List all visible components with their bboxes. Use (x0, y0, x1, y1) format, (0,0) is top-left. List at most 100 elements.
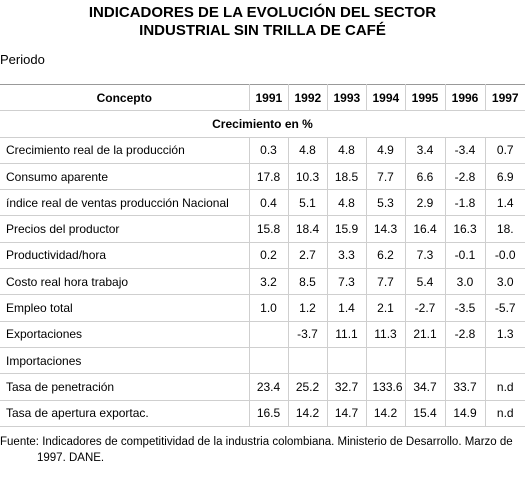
row-label: Crecimiento real de la producción (6, 143, 185, 158)
row-label: Tasa de apertura exportac. (6, 406, 149, 421)
table-row: Exportaciones -3.7 11.1 11.3 21.1 -2.8 1.3 (0, 321, 525, 348)
cell-value: 16.4 (404, 215, 445, 243)
cell-value: 5.3 (365, 189, 405, 216)
cell-value: 6.2 (365, 242, 405, 269)
cell-value: 2.9 (404, 189, 445, 216)
cell-value: 1.4 (326, 294, 366, 322)
cell-value: 14.2 (365, 400, 405, 427)
cell-value: n.d (484, 373, 525, 401)
header-year: 1994 (365, 84, 405, 111)
cell-value: 15.9 (326, 215, 366, 243)
cell-value: -1.8 (444, 189, 485, 216)
cell-value: 4.8 (326, 189, 366, 216)
header-concepto: Concepto (96, 90, 152, 105)
table-row: Productividad/hora 0.2 2.7 3.3 6.2 7.3 -0.1 -0.… (0, 242, 525, 269)
row-label: Empleo total (6, 301, 73, 316)
header-year: 1995 (404, 84, 445, 111)
header-year: 1992 (287, 84, 327, 111)
header-year: 1993 (326, 84, 366, 111)
cell-value (248, 321, 288, 348)
cell-value: -0.1 (444, 242, 485, 269)
indicators-table: Concepto 1991 1992 1993 1994 1995 1996 1997 Crec… (0, 84, 525, 427)
cell-value (484, 347, 525, 374)
cell-value: 0.2 (248, 242, 288, 269)
cell-value: -2.8 (444, 163, 485, 190)
cell-value (287, 347, 327, 374)
cell-value: 7.3 (326, 268, 366, 295)
cell-value: 14.7 (326, 400, 366, 427)
cell-value: 0.3 (248, 137, 288, 164)
cell-value: 32.7 (326, 373, 366, 401)
table-row: Tasa de penetración 23.4 25.2 32.7 133.6 34.7… (0, 373, 525, 401)
cell-value: 21.1 (404, 321, 445, 348)
periodo-label: Periodo (0, 52, 45, 67)
document-title: INDICADORES DE LA EVOLUCIÓN DEL SECTOR I… (0, 4, 525, 40)
cell-value: 10.3 (287, 163, 327, 190)
cell-value: 8.5 (287, 268, 327, 295)
cell-value: 7.3 (404, 242, 445, 269)
cell-value: 4.9 (365, 137, 405, 164)
row-label: Costo real hora trabajo (6, 274, 129, 289)
cell-value: 6.9 (484, 163, 525, 190)
cell-value: 14.9 (444, 400, 485, 427)
cell-value: 3.2 (248, 268, 288, 295)
cell-value: 2.1 (365, 294, 405, 322)
header-year: 1991 (248, 84, 288, 111)
cell-value: 1.4 (484, 189, 525, 216)
table-row: índice real de ventas producción Naciona… (0, 189, 525, 216)
cell-value: 18.4 (287, 215, 327, 243)
cell-value (248, 347, 288, 374)
cell-value (404, 347, 445, 374)
cell-value (365, 347, 405, 374)
cell-value: 4.8 (326, 137, 366, 164)
cell-value: -3.4 (444, 137, 485, 164)
source-note-line-1: Fuente: Indicadores de competitividad de… (0, 436, 513, 448)
row-label: Exportaciones (6, 327, 83, 342)
cell-value: -2.7 (404, 294, 445, 322)
table-body: Concepto 1991 1992 1993 1994 1995 1996 1997 Crec… (0, 84, 525, 427)
header-year: 1997 (484, 84, 525, 111)
cell-value: 14.3 (365, 215, 405, 243)
cell-value: 34.7 (404, 373, 445, 401)
row-label: índice real de ventas producción Naciona… (6, 195, 229, 210)
cell-value: 11.1 (326, 321, 366, 348)
cell-value: 17.8 (248, 163, 288, 190)
cell-value: -0.0 (484, 242, 525, 269)
cell-value: -2.8 (444, 321, 485, 348)
cell-value: 133.6 (365, 373, 405, 401)
row-label: Precios del productor (6, 222, 120, 237)
table-row: Empleo total 1.0 1.2 1.4 2.1 -2.7 -3.5 -5.7 (0, 294, 525, 322)
cell-value: 15.4 (404, 400, 445, 427)
cell-value: 5.1 (287, 189, 327, 216)
cell-value: 7.7 (365, 268, 405, 295)
table-row: Precios del productor 15.8 18.4 15.9 14.3 16.… (0, 215, 525, 243)
cell-value: 18.5 (326, 163, 366, 190)
cell-value: 6.6 (404, 163, 445, 190)
cell-value: 7.7 (365, 163, 405, 190)
table-row: Consumo aparente 17.8 10.3 18.5 7.7 6.6 -2.8 6.… (0, 163, 525, 190)
cell-value (326, 347, 366, 374)
header-year: 1996 (444, 84, 485, 111)
cell-value: 11.3 (365, 321, 405, 348)
cell-value: 1.2 (287, 294, 327, 322)
cell-value: 3.0 (484, 268, 525, 295)
cell-value: 3.4 (404, 137, 445, 164)
cell-value: 16.3 (444, 215, 485, 243)
table-header-row: Concepto 1991 1992 1993 1994 1995 1996 1997 (0, 84, 525, 111)
cell-value: 33.7 (444, 373, 485, 401)
cell-value: 5.4 (404, 268, 445, 295)
cell-value: 2.7 (287, 242, 327, 269)
row-label: Consumo aparente (6, 169, 109, 184)
cell-value: 15.8 (248, 215, 288, 243)
table-row: Importaciones (0, 347, 525, 374)
source-note-line-2: 1997. DANE. (37, 452, 105, 464)
cell-value: 3.0 (444, 268, 485, 295)
row-label: Importaciones (6, 353, 82, 368)
cell-value: n.d (484, 400, 525, 427)
cell-value: 0.4 (248, 189, 288, 216)
cell-value: -3.5 (444, 294, 485, 322)
table-row: Crecimiento real de la producción 0.3 4.8 4… (0, 137, 525, 164)
section-row: Crecimiento en % (0, 111, 525, 138)
cell-value: 4.8 (287, 137, 327, 164)
cell-value (444, 347, 485, 374)
